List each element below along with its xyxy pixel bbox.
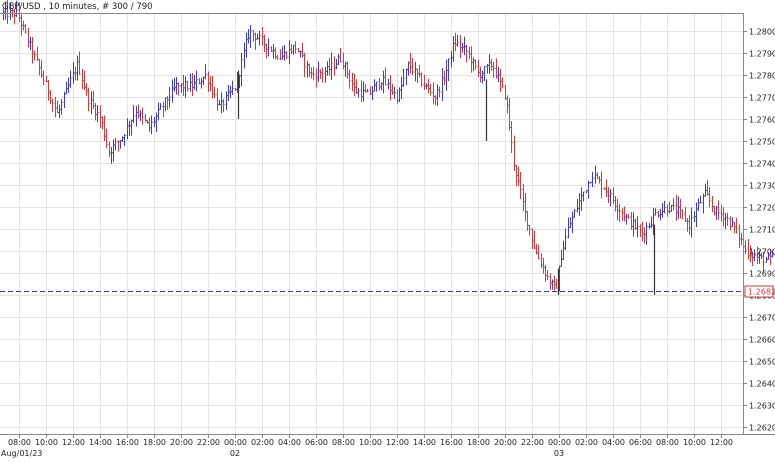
x-tick-label: 12:00 [710, 438, 733, 447]
x-tick-label: 08:00 [656, 438, 679, 447]
x-tick-label: 20:00 [494, 438, 517, 447]
x-tick-label: 20:00 [170, 438, 193, 447]
y-tick-label: 1.2790 [749, 50, 775, 59]
y-tick-label: 1.2660 [749, 336, 775, 345]
y-tick-label: 1.2620 [749, 424, 775, 433]
x-tick-label: 08:00 [332, 438, 355, 447]
y-tick-label: 1.2750 [749, 138, 775, 147]
y-tick-label: 1.2690 [749, 270, 775, 279]
x-tick-label: 12:00 [62, 438, 85, 447]
x-tick-label: 12:00 [386, 438, 409, 447]
y-tick-label: 1.2800 [749, 28, 775, 37]
y-tick-label: 1.2650 [749, 358, 775, 367]
x-tick-label: 00:00 [224, 438, 247, 447]
y-tick-label: 1.2730 [749, 182, 775, 191]
x-tick-label: 04:00 [602, 438, 625, 447]
y-tick-label: 1.2760 [749, 116, 775, 125]
x-tick-label: 14:00 [413, 438, 436, 447]
x-tick-label: 10:00 [35, 438, 58, 447]
x-tick-label: 00:00 [548, 438, 571, 447]
x-tick-label: 22:00 [521, 438, 544, 447]
x-tick-label: 06:00 [629, 438, 652, 447]
current-price-label: 1.2682 [748, 288, 775, 297]
x-tick-label: 04:00 [278, 438, 301, 447]
x-tick-label: 18:00 [467, 438, 490, 447]
y-tick-label: 1.2670 [749, 314, 775, 323]
chart-title: GBP/USD , 10 minutes, # 300 / 790 [2, 2, 153, 12]
x-tick-label: 16:00 [440, 438, 463, 447]
y-tick-label: 1.2780 [749, 72, 775, 81]
date-label: 02 [230, 449, 240, 458]
x-tick-label: 02:00 [575, 438, 598, 447]
x-tick-label: 16:00 [116, 438, 139, 447]
date-label: 03 [554, 449, 564, 458]
x-tick-label: 06:00 [305, 438, 328, 447]
x-tick-label: 14:00 [89, 438, 112, 447]
x-tick-label: 10:00 [683, 438, 706, 447]
y-tick-label: 1.2770 [749, 94, 775, 103]
x-tick-label: 18:00 [143, 438, 166, 447]
y-tick-label: 1.2640 [749, 380, 775, 389]
y-tick-label: 1.2740 [749, 160, 775, 169]
y-tick-label: 1.2700 [749, 248, 775, 257]
y-tick-label: 1.2710 [749, 226, 775, 235]
y-tick-label: 1.2630 [749, 402, 775, 411]
x-tick-label: 08:00 [8, 438, 31, 447]
x-tick-label: 22:00 [197, 438, 220, 447]
x-tick-label: 10:00 [359, 438, 382, 447]
y-tick-label: 1.2720 [749, 204, 775, 213]
date-label: Aug/01/23 [1, 449, 42, 458]
x-tick-label: 02:00 [251, 438, 274, 447]
